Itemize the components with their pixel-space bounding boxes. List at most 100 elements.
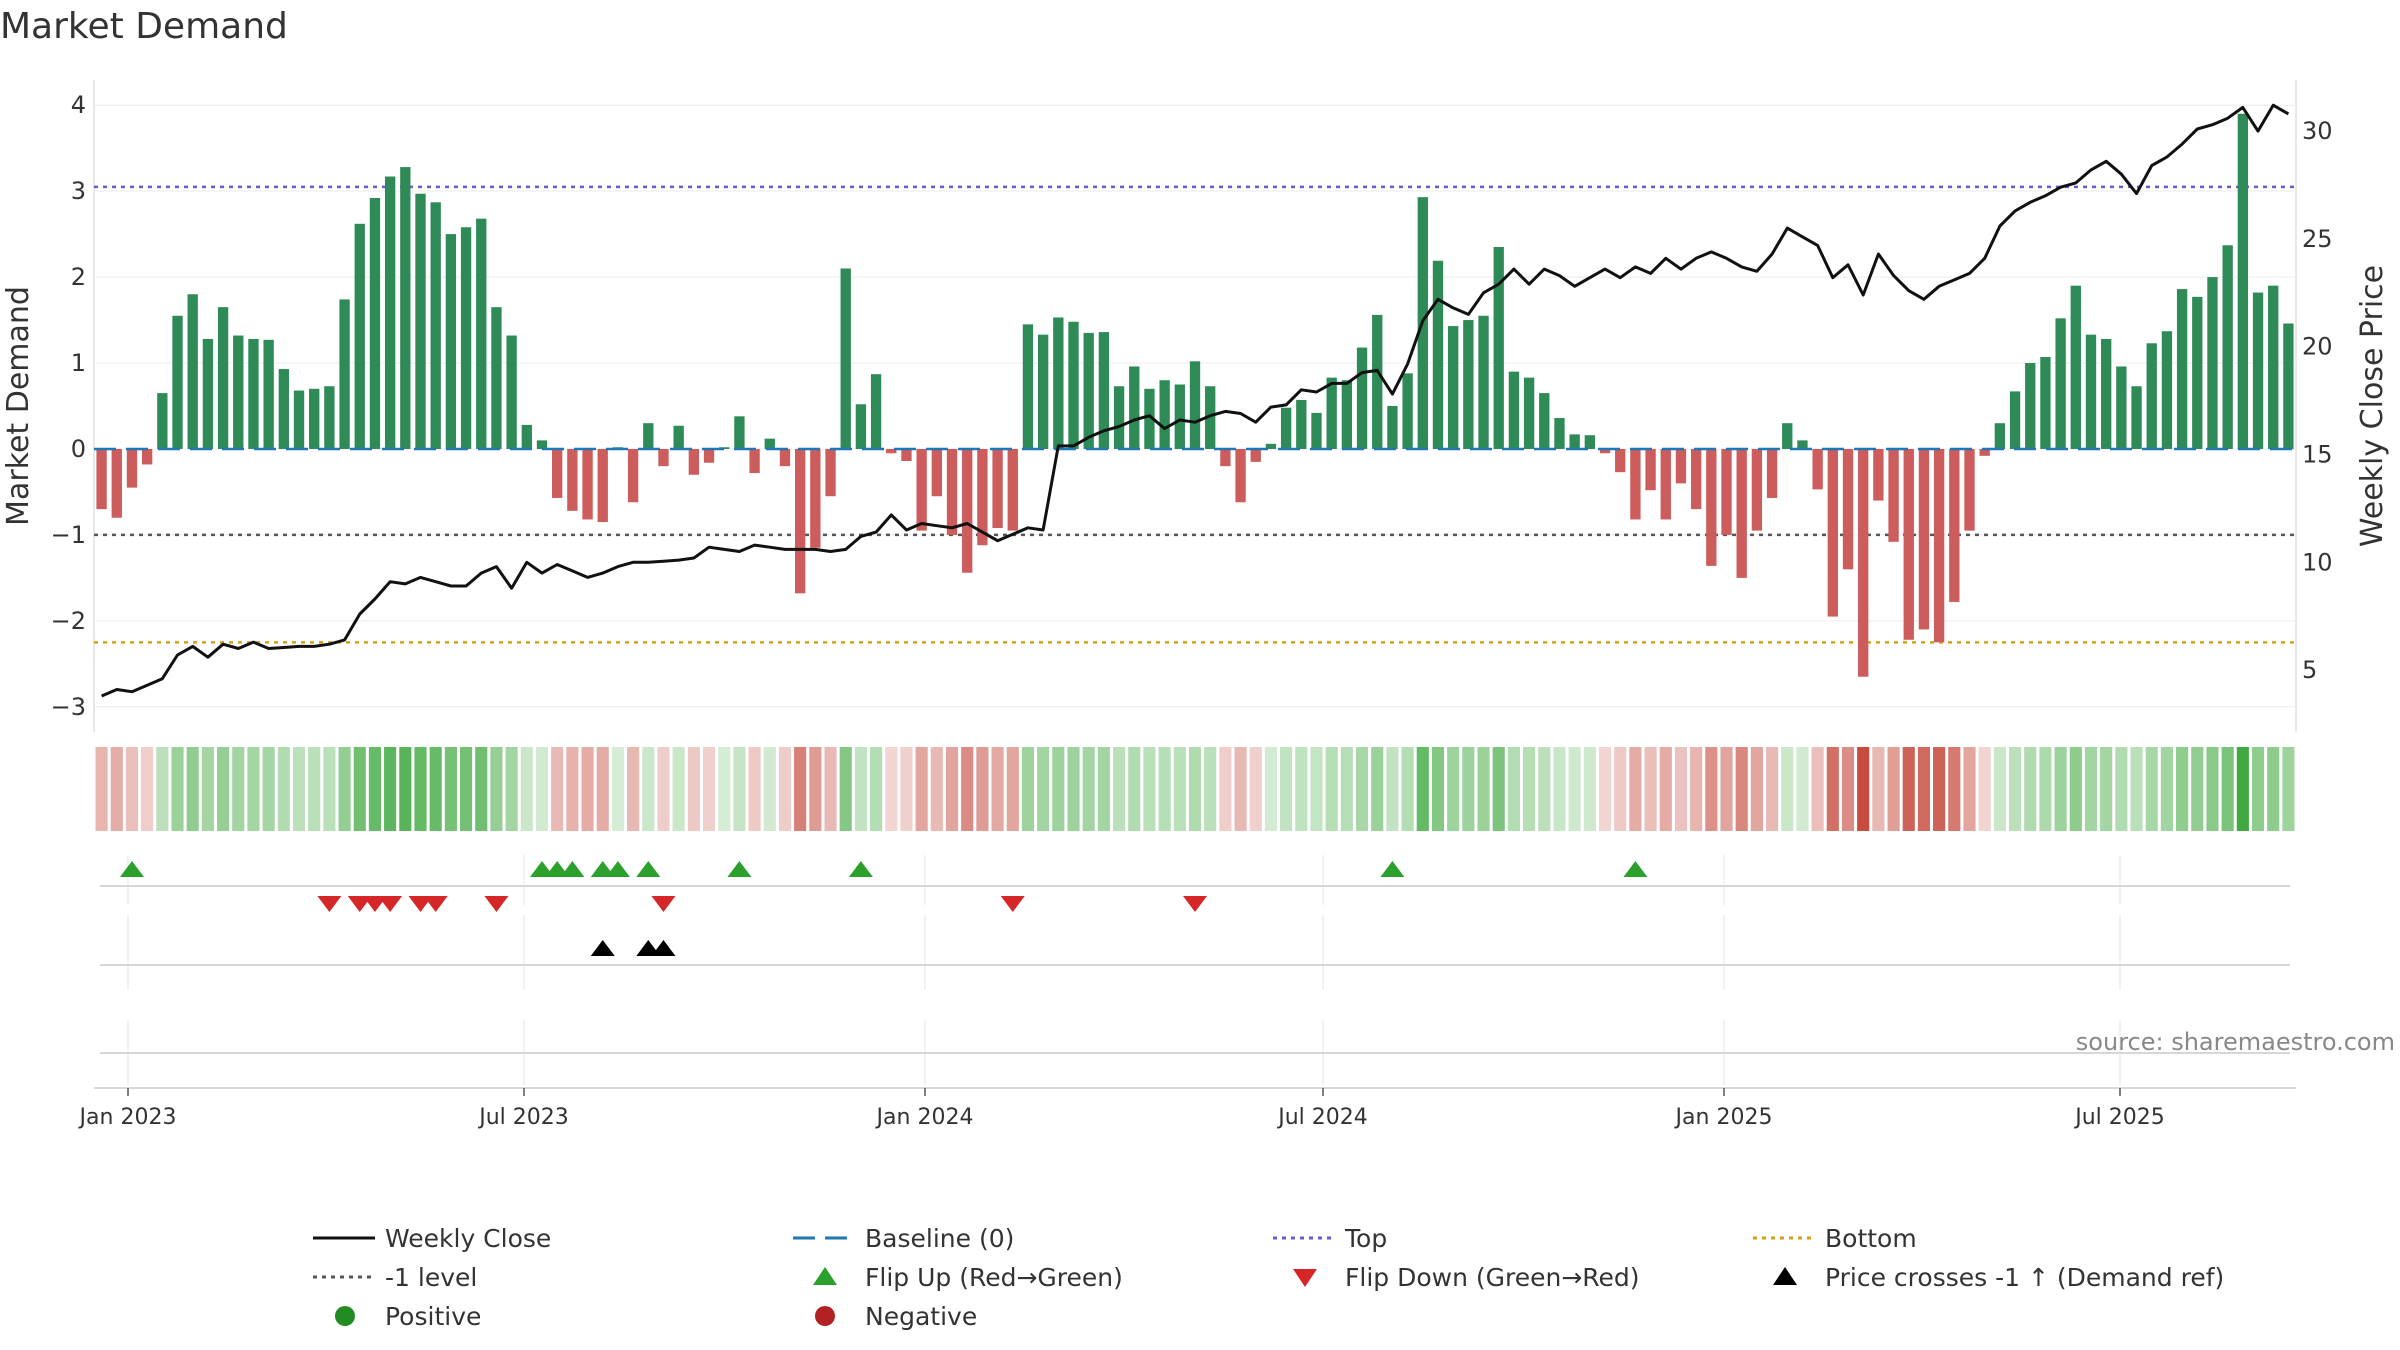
heat-cell <box>368 747 382 831</box>
heat-cell <box>596 747 609 831</box>
demand-bar-negative <box>658 448 669 467</box>
demand-bar-positive <box>673 425 684 449</box>
x-tick-label: Jul 2024 <box>1276 1105 1368 1130</box>
legend-up-marker <box>1773 1267 1797 1285</box>
heat-cell <box>1796 747 1809 831</box>
heat-cell <box>444 747 457 831</box>
demand-bar-positive <box>1174 384 1185 449</box>
heat-cell <box>1249 747 1262 831</box>
demand-bar-negative <box>1007 448 1018 531</box>
y2-tick-label: 10 <box>2302 548 2333 576</box>
heat-cell <box>778 747 792 831</box>
demand-bar-positive <box>217 307 229 449</box>
demand-bar-positive <box>1265 443 1277 449</box>
heat-cell <box>1112 747 1126 831</box>
heat-cell <box>323 747 336 831</box>
heat-cell <box>1948 747 1961 831</box>
y2-tick-label: 25 <box>2302 225 2333 253</box>
demand-bar-negative <box>627 448 639 503</box>
demand-bar-negative <box>1873 448 1884 501</box>
x-tick-label: Jul 2023 <box>477 1105 569 1130</box>
demand-bar-positive <box>263 339 274 449</box>
demand-bar-positive <box>1159 380 1170 449</box>
heat-cell <box>748 747 761 831</box>
demand-bar-negative <box>1220 448 1231 467</box>
heat-cell <box>186 747 199 831</box>
price-cross-marker <box>636 940 661 956</box>
demand-bar-positive <box>1994 423 2006 449</box>
heat-cell <box>702 747 716 831</box>
flip-up-marker <box>119 861 144 877</box>
demand-bar-negative <box>992 448 1003 529</box>
weekly-close-line <box>101 103 2290 698</box>
heat-cell <box>414 747 427 831</box>
heat-cell <box>976 747 989 831</box>
demand-bar-negative <box>1918 448 1930 630</box>
heat-cell <box>794 747 807 831</box>
heat-cell <box>839 747 852 831</box>
demand-bar-positive <box>2101 338 2112 449</box>
heat-cell <box>520 747 533 831</box>
demand-bar-positive <box>2176 289 2188 449</box>
demand-bar-positive <box>172 315 183 449</box>
y-tick-label: 3 <box>71 177 86 205</box>
heat-cell <box>1355 747 1369 831</box>
demand-bar-negative <box>1615 448 1626 473</box>
heat-cell <box>1416 747 1429 831</box>
heat-cell <box>566 747 579 831</box>
y2-tick-label: 20 <box>2302 333 2333 361</box>
heat-cell <box>1963 747 1976 831</box>
flip-down-marker <box>408 896 433 912</box>
demand-bar-positive <box>1797 440 1808 449</box>
demand-bar-negative <box>141 448 153 465</box>
heat-cell <box>156 747 169 831</box>
demand-bar-negative <box>597 448 608 523</box>
heat-cell <box>1143 747 1156 831</box>
heat-cell <box>718 747 731 831</box>
demand-bar-positive <box>293 390 305 449</box>
demand-bar-positive <box>1554 418 1565 449</box>
heat-cell <box>1993 747 2006 831</box>
demand-bar-negative <box>901 448 912 462</box>
demand-bar-negative <box>1706 448 1717 566</box>
demand-bar-positive <box>734 416 745 449</box>
heat-cell <box>459 747 473 831</box>
demand-bar-negative <box>916 448 927 531</box>
y-tick-label: −1 <box>51 521 86 549</box>
demand-bar-negative <box>1675 448 1687 484</box>
demand-bar-positive <box>855 404 867 449</box>
demand-bar-positive <box>400 167 411 449</box>
demand-bar-negative <box>582 448 593 520</box>
demand-bar-positive <box>1523 377 1535 449</box>
source-credit: source: sharemaestro.com <box>2076 1028 2395 1056</box>
demand-bar-positive <box>2055 318 2066 449</box>
heat-cell <box>1188 747 1202 831</box>
heat-cell <box>141 747 154 831</box>
demand-bar-negative <box>1660 448 1671 520</box>
flip-down-marker <box>347 896 372 912</box>
heat-cell <box>110 747 123 831</box>
demand-bar-positive <box>339 299 350 449</box>
heat-cell <box>1750 747 1763 831</box>
demand-bar-negative <box>1933 448 1945 643</box>
heat-cell <box>2251 747 2265 831</box>
demand-heat-strip <box>95 747 2295 831</box>
demand-bar-positive <box>1463 320 1474 449</box>
heat-cell <box>961 747 974 831</box>
heat-cell <box>2084 747 2098 831</box>
x-axis: Jan 2023 Jul 2023 Jan 2024 Jul 2024 Jan 2025… <box>78 1087 2296 1130</box>
demand-bar-negative <box>1736 448 1747 578</box>
demand-bar-positive <box>2192 296 2203 449</box>
demand-bar-positive <box>521 424 532 449</box>
heat-cell <box>2100 747 2113 831</box>
demand-bar-positive <box>278 369 289 449</box>
demand-bar-negative <box>1721 448 1732 535</box>
demand-bar-positive <box>491 307 502 449</box>
legend-entry-label: Bottom <box>1825 1224 1917 1253</box>
heat-cell <box>642 747 655 831</box>
demand-bar-negative <box>1645 448 1656 491</box>
demand-bar-positive <box>2222 245 2233 449</box>
heat-cell <box>2206 747 2219 831</box>
demand-bar-positive <box>719 447 730 449</box>
